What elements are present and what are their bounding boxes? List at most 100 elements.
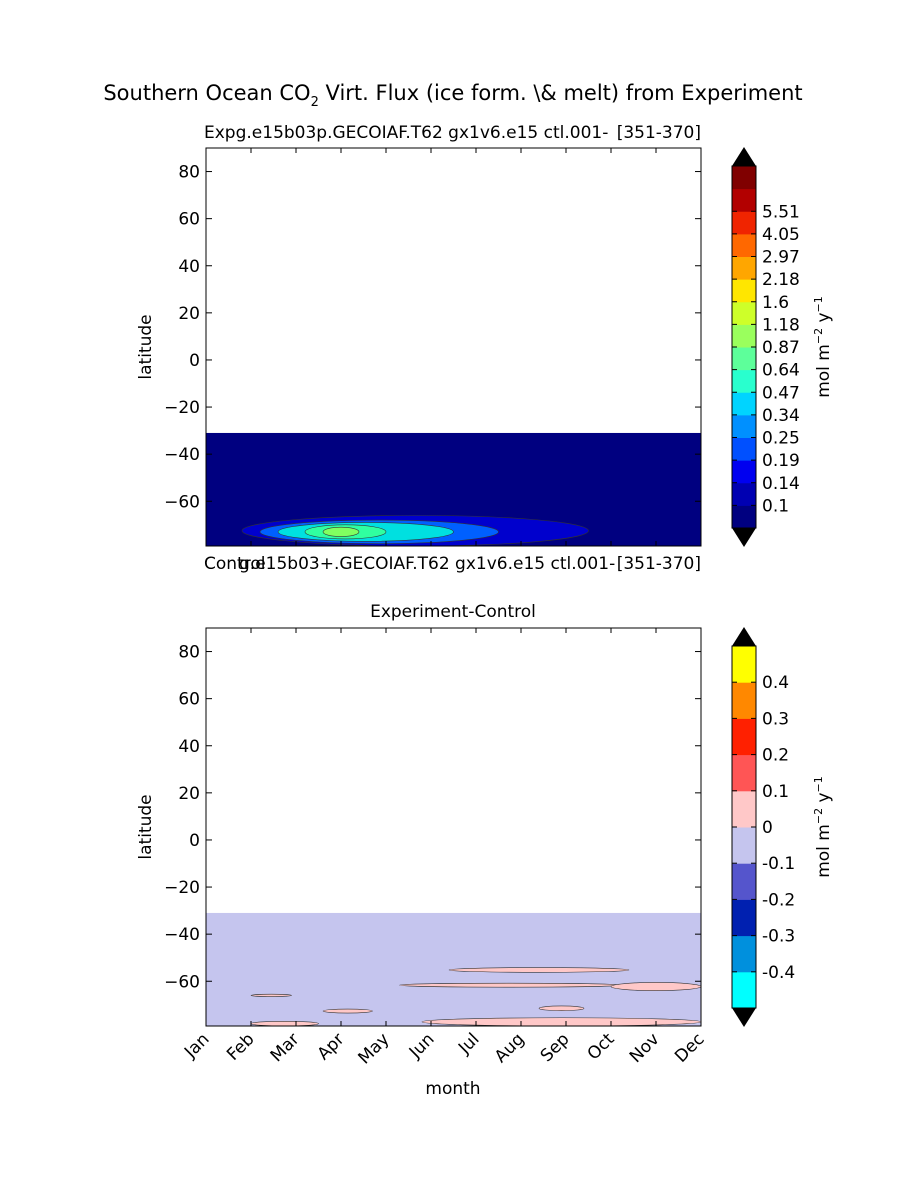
- colorbar-segment: [732, 437, 756, 461]
- y-tick-label: 60: [178, 690, 200, 710]
- control-title-left: Control: [204, 554, 265, 574]
- colorbar-label: 5.51: [762, 202, 800, 222]
- y-tick-label: −40: [164, 445, 200, 465]
- y-tick-label: 40: [178, 257, 200, 277]
- colorbar-label: 0.1: [762, 782, 789, 802]
- contour-patch-2: [610, 982, 702, 991]
- figure-title-subscript: 2: [311, 95, 319, 110]
- colorbar-segment: [732, 324, 756, 348]
- y-tick-label: −60: [164, 492, 200, 512]
- x-tick-label: Jun: [405, 1029, 439, 1063]
- colorbar-segment: [732, 414, 756, 438]
- colorbar-label: 0.34: [762, 406, 800, 426]
- colorbar-segment: [732, 460, 756, 484]
- y-tick-label: −20: [164, 878, 200, 898]
- colorbar-segment: [732, 369, 756, 393]
- colorbar-label: 1.6: [762, 293, 789, 313]
- colorbar-segment: [732, 935, 756, 973]
- x-tick-label: Sep: [537, 1029, 574, 1066]
- colorbar-segment: [732, 754, 756, 792]
- y-tick-label: −40: [164, 925, 200, 945]
- colorbar-label: 0.64: [762, 361, 800, 381]
- contour-patch-3: [250, 993, 292, 997]
- y-tick-label: 0: [189, 831, 200, 851]
- colorbar-label: 0.19: [762, 451, 800, 471]
- colorbar-segment: [732, 166, 756, 190]
- x-tick-label: Apr: [314, 1029, 349, 1064]
- colorbar-label: -0.3: [762, 927, 795, 947]
- contour-patch-4: [322, 1008, 373, 1014]
- colorbar-label: -0.2: [762, 890, 795, 910]
- colorbar-segment: [732, 279, 756, 303]
- colorbar-segment: [732, 718, 756, 756]
- colorbar-segment: [732, 682, 756, 719]
- y-tick-label: 20: [178, 304, 200, 324]
- colorbar-over-arrow: [732, 627, 756, 646]
- difference-colorbar-label: mol m−2 y−1: [812, 776, 834, 878]
- colorbar-label: 0.47: [762, 383, 800, 403]
- colorbar-segment: [732, 482, 756, 506]
- x-tick-label: Jul: [454, 1029, 483, 1058]
- contour-patch-5: [538, 1005, 585, 1011]
- colorbar-label: 2.97: [762, 248, 800, 268]
- colorbar-segment: [732, 347, 756, 371]
- y-tick-label: 0: [189, 351, 200, 371]
- colorbar-over-arrow: [732, 147, 756, 166]
- colorbar-label: -0.4: [762, 963, 795, 983]
- colorbar-segment: [732, 505, 756, 529]
- experiment-title-left: Expg.e15b03p.GECOIAF.T62 gx1v6.e15 ctl.0…: [204, 123, 608, 143]
- control-title-mid: g.e15b03+.GECOIAF.T62 gx1v6.e15 ctl.001-: [239, 554, 615, 574]
- experiment-title-right: [351-370]: [617, 123, 701, 143]
- contour-patch-6: [421, 1017, 702, 1027]
- colorbar-segment: [732, 827, 756, 864]
- experiment-colorbar: 0.10.14 0.190.25 0.34 0.470.64 0.87 1.181.6 2.…: [731, 147, 800, 547]
- contour-patch-1: [399, 982, 621, 988]
- colorbar-label: 1.18: [762, 315, 800, 335]
- difference-title: Experiment-Control: [370, 602, 536, 622]
- colorbar-segment: [732, 863, 756, 900]
- difference-plot-area: [205, 627, 702, 1027]
- colorbar-segment: [732, 211, 756, 235]
- contour-patch-0: [448, 967, 630, 973]
- colorbar-label: 0.3: [762, 709, 789, 729]
- contour-patch-7: [250, 1020, 319, 1027]
- colorbar-label: 0.2: [762, 746, 789, 766]
- figure-title-main: Southern Ocean CO: [103, 81, 310, 105]
- difference-xlabel: month: [425, 1079, 480, 1099]
- colorbar-segment: [732, 301, 756, 325]
- colorbar-segment: [732, 188, 756, 212]
- difference-ylabel: latitude: [136, 794, 156, 859]
- x-tick-label: Oct: [584, 1029, 619, 1064]
- plot-frame: [205, 627, 702, 1027]
- y-tick-label: 20: [178, 784, 200, 804]
- colorbar-label: 0.87: [762, 338, 800, 358]
- y-tick-label: −60: [164, 972, 200, 992]
- colorbar-label: 0.25: [762, 429, 800, 449]
- colorbar-label: 4.05: [762, 225, 800, 245]
- figure-title-rest: Virt. Flux (ice form. \& melt) from Expe…: [319, 81, 803, 105]
- colorbar-label: 2.18: [762, 270, 800, 290]
- x-tick-label: Aug: [491, 1029, 529, 1067]
- experiment-plot-area: [205, 147, 702, 547]
- experiment-y-axis: 80 60 40 20 0 −20 −40 −60: [164, 163, 701, 512]
- figure-title: Southern Ocean CO2 Virt. Flux (ice form.…: [103, 81, 802, 110]
- x-tick-label: Dec: [671, 1029, 708, 1066]
- difference-y-axis: 80 60 40 20 0 −20 −40 −60: [164, 643, 701, 992]
- experiment-ylabel: latitude: [136, 314, 156, 379]
- colorbar-under-arrow: [732, 1008, 756, 1027]
- plot-frame: [205, 147, 702, 547]
- colorbar-label: 0.4: [762, 673, 789, 693]
- colorbar-label: 0.1: [762, 496, 789, 516]
- experiment-colorbar-label: mol m−2 y−1: [812, 296, 834, 398]
- experiment-panel: Expg.e15b03p.GECOIAF.T62 gx1v6.e15 ctl.0…: [136, 123, 834, 547]
- colorbar-segment: [732, 790, 756, 828]
- y-tick-label: 60: [178, 210, 200, 230]
- x-tick-label: Jan: [180, 1029, 213, 1062]
- x-tick-label: May: [355, 1029, 394, 1068]
- colorbar-segment: [732, 233, 756, 257]
- y-tick-label: −20: [164, 398, 200, 418]
- x-tick-label: Feb: [223, 1029, 258, 1064]
- x-tick-label: Mar: [267, 1029, 304, 1066]
- x-tick-label: Nov: [626, 1029, 664, 1067]
